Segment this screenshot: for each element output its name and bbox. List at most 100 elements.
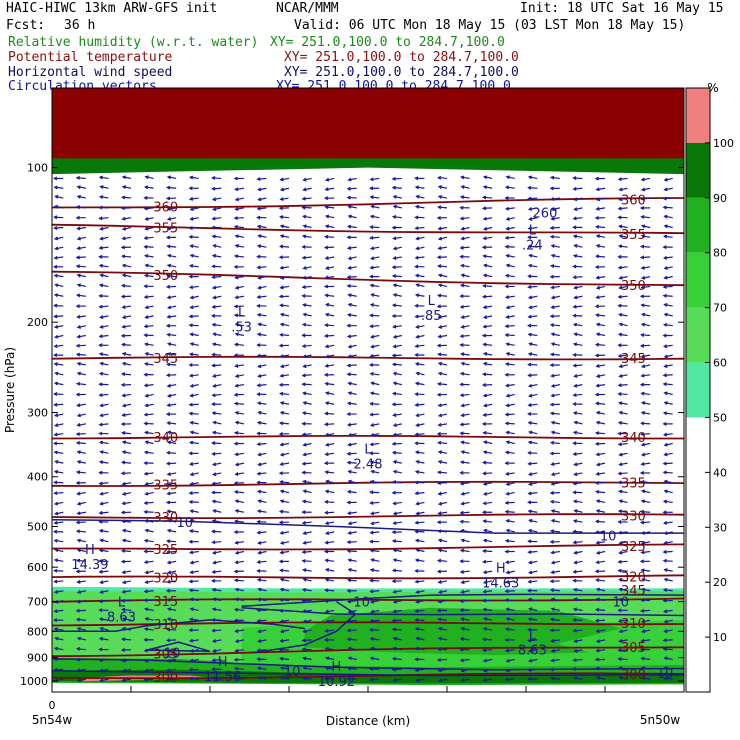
- circulation-vector: [595, 597, 606, 602]
- field-xy-wind: XY= 251.0,100.0 to 284.7,100.0: [284, 65, 519, 80]
- circulation-vector: [369, 511, 380, 516]
- circulation-vector: [346, 588, 357, 593]
- circulation-vector: [302, 303, 312, 307]
- circulation-vector: [436, 608, 448, 613]
- theta-label: 355: [621, 228, 646, 243]
- circulation-vector: [414, 470, 425, 474]
- circulation-vector: [143, 324, 154, 329]
- circulation-vector: [392, 334, 402, 339]
- circulation-vector: [663, 177, 673, 182]
- circulation-vector: [279, 442, 290, 447]
- circulation-vector: [572, 313, 583, 318]
- circulation-vector: [53, 215, 64, 220]
- circulation-vector: [188, 186, 199, 191]
- circulation-vector: [346, 372, 357, 377]
- circulation-vector: [144, 482, 154, 486]
- circulation-vector: [233, 313, 244, 318]
- circulation-vector: [98, 608, 109, 613]
- circulation-vector: [436, 470, 448, 475]
- circulation-vector: [549, 363, 560, 368]
- theta-label: 340: [621, 431, 646, 446]
- circulation-vector: [573, 597, 583, 602]
- circulation-vector: [572, 275, 583, 280]
- circulation-vector: [324, 411, 335, 416]
- circulation-vector: [121, 236, 132, 241]
- circulation-vector: [53, 432, 64, 437]
- circulation-vector: [98, 528, 109, 533]
- circulation-vector: [505, 263, 515, 268]
- theta-label: 310: [153, 618, 178, 633]
- circulation-vector: [572, 607, 583, 612]
- rh-80-90-region: [304, 607, 621, 656]
- circulation-vector: [572, 352, 583, 357]
- circulation-vector: [143, 236, 154, 240]
- circulation-vector: [437, 205, 448, 210]
- circulation-vector: [460, 589, 470, 594]
- circulation-vector: [324, 344, 335, 349]
- forecast-value: 36 h: [64, 18, 96, 33]
- circulation-vector: [98, 658, 109, 663]
- circulation-vector: [212, 648, 222, 653]
- colorbar-bin: [686, 362, 710, 418]
- circulation-vector: [572, 322, 583, 327]
- circulation-vector: [76, 314, 86, 319]
- circulation-vector: [369, 530, 380, 535]
- circulation-vector: [234, 234, 244, 239]
- circulation-vector: [99, 580, 109, 585]
- circulation-vector: [188, 323, 199, 328]
- circulation-vector: [144, 491, 154, 496]
- circulation-vector: [279, 489, 290, 494]
- circulation-vector: [302, 401, 312, 405]
- circulation-vector: [53, 185, 64, 190]
- circulation-vector: [188, 274, 199, 279]
- extremum-value: 8.63: [107, 610, 136, 625]
- circulation-vector: [549, 529, 560, 534]
- circulation-vector: [234, 187, 244, 192]
- circulation-vector: [53, 646, 64, 651]
- circulation-vector: [527, 588, 538, 593]
- circulation-vector: [482, 283, 493, 288]
- circulation-vector: [189, 295, 199, 300]
- circulation-vector: [415, 236, 425, 241]
- circulation-vector: [550, 607, 560, 612]
- circulation-vector: [53, 303, 64, 308]
- circulation-vector: [257, 275, 267, 280]
- circulation-vector: [121, 185, 132, 189]
- circulation-vector: [459, 254, 470, 259]
- circulation-vector: [144, 668, 154, 673]
- circulation-vector: [618, 322, 628, 327]
- circulation-vector: [189, 648, 199, 653]
- theta-label: 350: [153, 269, 178, 284]
- circulation-vector: [189, 393, 199, 398]
- circulation-vector: [663, 303, 673, 307]
- circulation-vector: [437, 599, 448, 604]
- circulation-vector: [121, 528, 132, 533]
- circulation-vector: [392, 246, 402, 251]
- circulation-vector: [391, 176, 402, 181]
- theta-label: 305: [621, 641, 646, 656]
- circulation-vector: [640, 197, 651, 201]
- circulation-vector: [459, 460, 470, 465]
- circulation-vector: [121, 491, 132, 496]
- circulation-vector: [279, 275, 290, 280]
- circulation-vector: [459, 343, 470, 348]
- circulation-vector: [189, 518, 199, 523]
- theta-label: 350: [621, 279, 646, 294]
- circulation-vector: [76, 283, 86, 288]
- circulation-vector: [166, 491, 177, 496]
- circulation-vector: [437, 538, 448, 543]
- circulation-vector: [414, 344, 425, 348]
- circulation-vector: [99, 324, 109, 329]
- circulation-vector: [437, 548, 448, 553]
- circulation-vector: [301, 234, 312, 239]
- circulation-vector: [573, 285, 583, 290]
- circulation-vector: [301, 676, 312, 681]
- circulation-vector: [460, 273, 470, 278]
- circulation-vector: [279, 215, 290, 219]
- circulation-vector: [234, 499, 244, 504]
- wind-contour-label: 10: [613, 596, 630, 611]
- circulation-vector: [279, 364, 290, 369]
- circulation-vector: [278, 509, 290, 514]
- circulation-vector: [188, 462, 199, 466]
- circulation-vector: [144, 352, 154, 356]
